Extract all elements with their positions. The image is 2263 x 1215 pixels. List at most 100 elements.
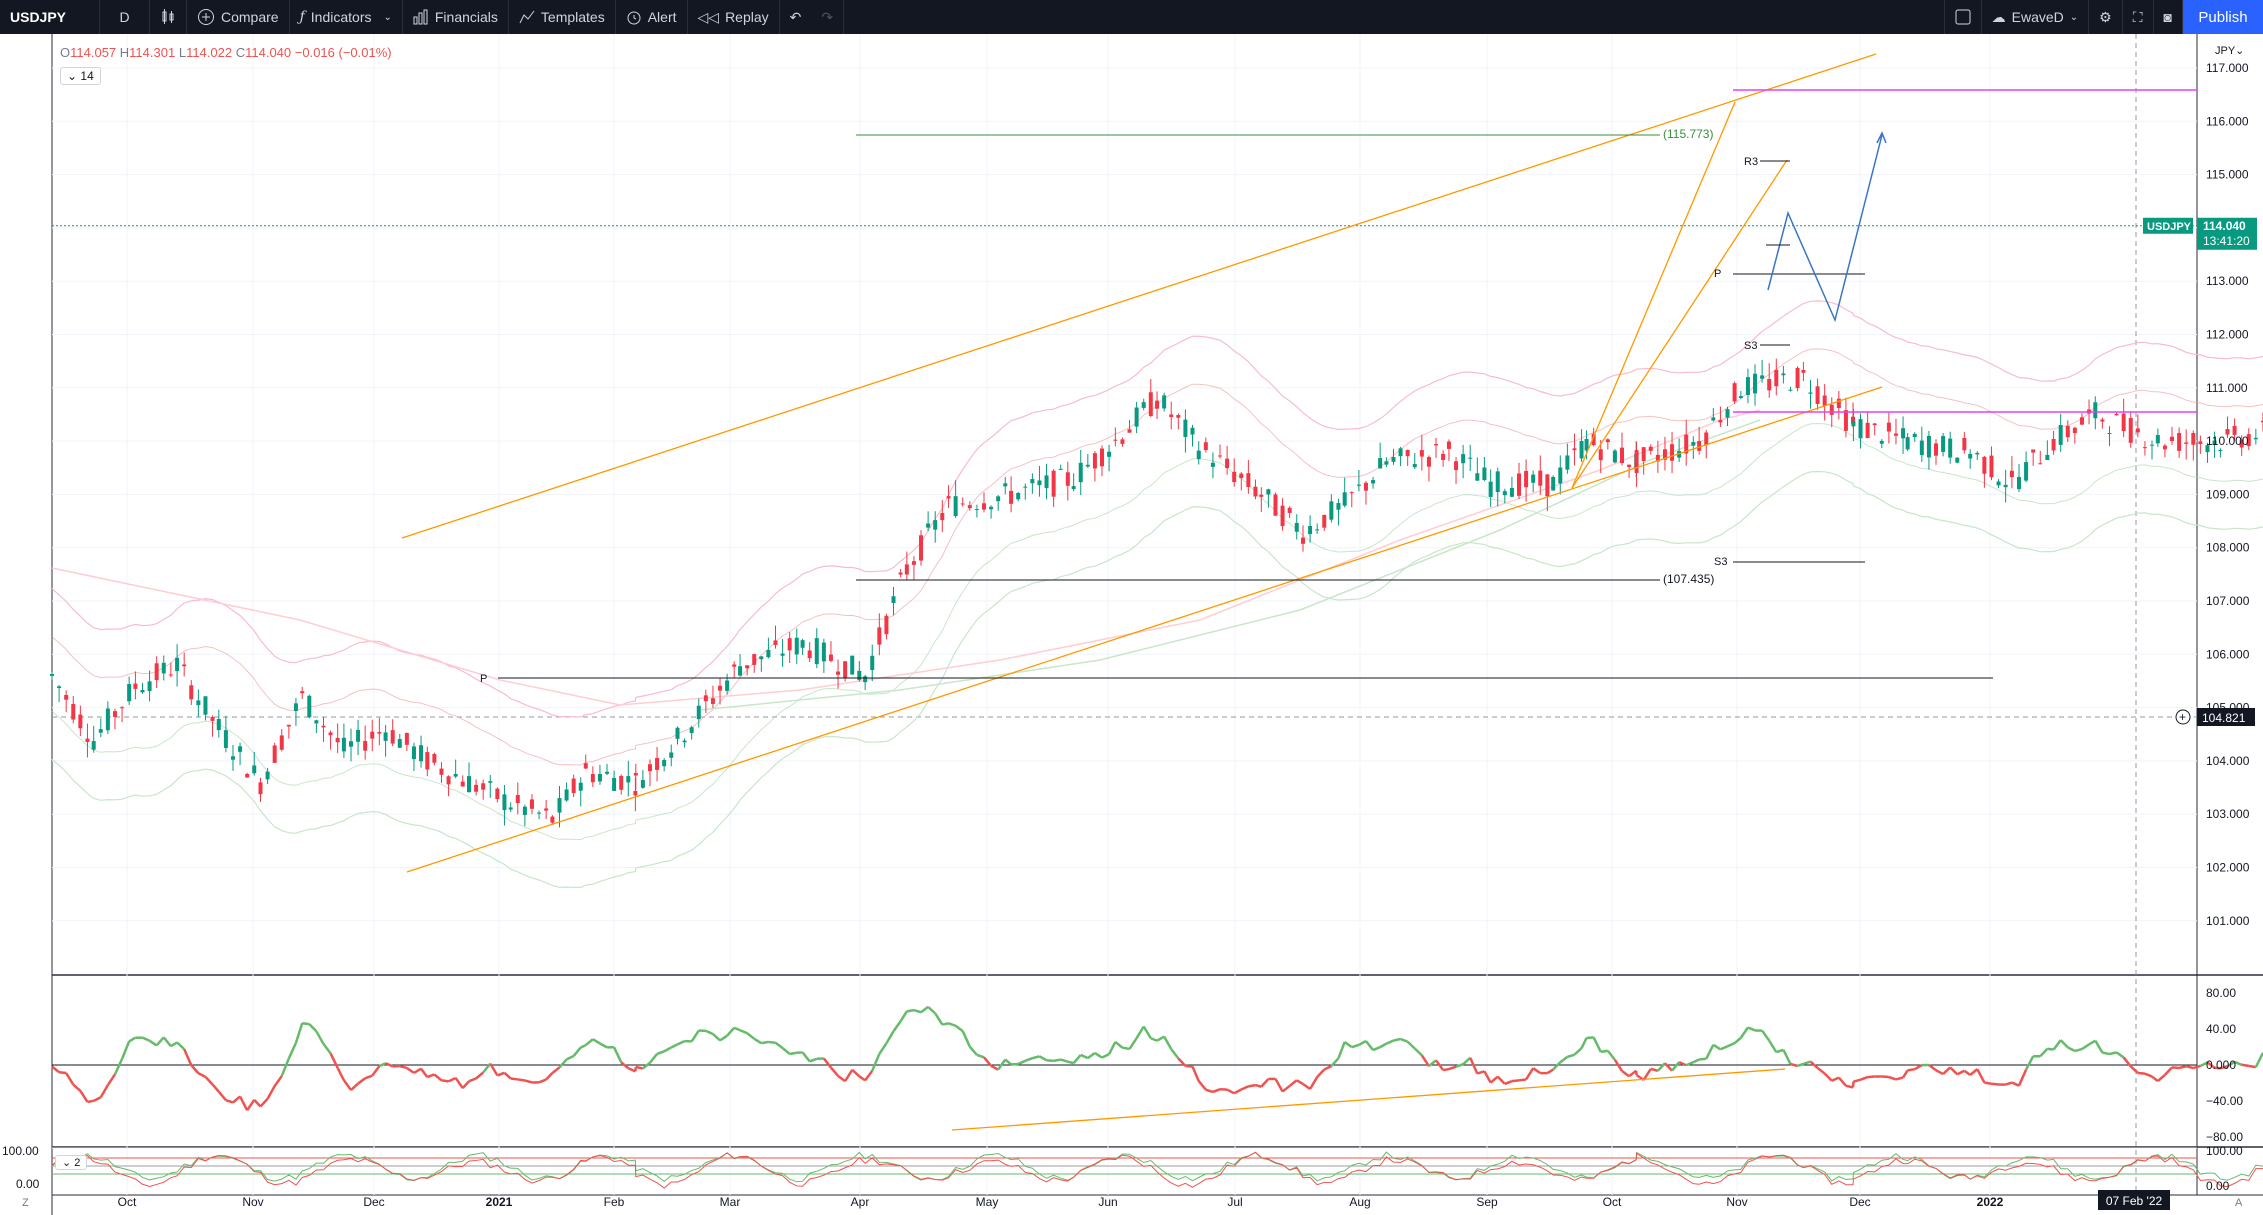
rsi-segment [1823, 1072, 1833, 1082]
indicators-button[interactable]: ƒ Indicators ⌄ [290, 0, 403, 34]
candle [1858, 419, 1863, 439]
candle [1781, 373, 1786, 376]
candle [1426, 457, 1431, 467]
publish-button[interactable]: Publish [2183, 0, 2263, 34]
stoch-tick-label: 0.00 [2206, 1179, 2230, 1193]
alert-button[interactable]: Alert [616, 0, 688, 34]
rsi-segment [120, 1040, 131, 1060]
rsi-segment [280, 1057, 291, 1077]
time-axis[interactable]: Oct Nov Dec 2021 Feb Mar Apr May Jun Jul Aug Sep Oct… [22, 1190, 2243, 1210]
chart-type-button[interactable] [150, 0, 187, 34]
templates-button[interactable]: Templates [509, 0, 616, 34]
rsi-segment [385, 1062, 394, 1068]
candle [2177, 432, 2182, 451]
rsi-segment [733, 1026, 741, 1032]
candle [836, 671, 841, 675]
candle [911, 561, 916, 565]
price-tick-label: 106.000 [2206, 647, 2250, 661]
channel-lower-line[interactable] [406, 386, 1883, 873]
rsi-segment [322, 1043, 332, 1055]
candle [189, 685, 194, 700]
rsi-segment [2248, 1064, 2257, 1069]
rsi-segment [983, 1056, 993, 1067]
rsi-segment [1197, 1080, 1207, 1091]
steep-channel-lower[interactable] [1571, 159, 1788, 489]
candle [821, 642, 826, 662]
candle [1023, 486, 1028, 488]
rsi-segment [1600, 1049, 1609, 1054]
rsi-segment [1406, 1040, 1416, 1050]
candle [926, 523, 931, 528]
financials-button[interactable]: Financials [403, 0, 509, 34]
candle [1612, 450, 1617, 463]
candle [981, 503, 986, 510]
steep-channel-upper[interactable] [1571, 101, 1736, 489]
candle [1356, 484, 1361, 486]
rsi-segment [997, 1058, 1007, 1071]
price-tick-label: 102.000 [2206, 861, 2250, 875]
rsi-segment [1351, 1043, 1360, 1049]
rsi-segment [503, 1071, 512, 1080]
price-tick-label: 107.000 [2206, 594, 2250, 608]
rsi-segment [1087, 1052, 1096, 1060]
candle [1037, 480, 1042, 486]
rsi-segment [899, 1010, 908, 1022]
snapshot-button[interactable]: ◙ [2154, 0, 2183, 34]
rsi-segment [2047, 1047, 2054, 1051]
undo-button[interactable]: ↶ [780, 0, 812, 34]
candle [2114, 413, 2119, 416]
candle [2150, 444, 2155, 446]
auto-scale-icon[interactable]: A [2235, 1197, 2243, 1209]
candle [2155, 435, 2160, 444]
rsi-segment [1902, 1069, 1909, 1079]
rsi-segment [2137, 1071, 2146, 1075]
candle [1941, 436, 1946, 452]
rsi-segment [1739, 1026, 1749, 1039]
candle [904, 564, 909, 575]
candle [619, 775, 624, 790]
settings-button[interactable]: ⚙ [2089, 0, 2123, 34]
drawings-layer[interactable]: (115.773) (107.435) P R3 S3 P S3 [401, 53, 2197, 873]
rsi-segment [1135, 1025, 1145, 1039]
candle [230, 756, 235, 760]
bar-chart-icon [413, 9, 428, 25]
fullscreen-button[interactable]: ⛶ [2123, 0, 2154, 34]
timezone-icon[interactable]: Z [22, 1197, 29, 1209]
candle [1865, 422, 1870, 439]
candle [689, 727, 694, 733]
candle [1162, 395, 1167, 409]
indicator-length-dropdown[interactable]: ⌄ 14 [60, 67, 101, 85]
templates-icon [519, 10, 535, 24]
currency-label[interactable]: JPY⌄ [2215, 45, 2244, 57]
gear-icon: ⚙ [2099, 8, 2112, 25]
rsi-segment [2129, 1065, 2139, 1074]
interval-button[interactable]: D [100, 0, 150, 34]
candle [1655, 454, 1660, 462]
rsi-segment [1067, 1060, 1074, 1065]
chart-canvas[interactable]: (115.773) (107.435) P R3 S3 P S3 117.000 116.00… [0, 34, 2263, 1215]
redo-button[interactable]: ↷ [811, 0, 845, 34]
pane-legend-toggle[interactable]: ⌄ 2 [55, 1155, 88, 1170]
candle [1517, 473, 1522, 496]
time-tick-label: Apr [851, 1195, 870, 1209]
countdown-value: 13:41:20 [2203, 234, 2250, 248]
low-label: L [178, 45, 187, 60]
projection-path[interactable] [1767, 134, 1883, 323]
candle [578, 782, 583, 791]
rsi-segment [99, 1084, 109, 1098]
candle [564, 789, 569, 801]
rsi-segment [837, 1074, 846, 1083]
replay-button[interactable]: ◁◁ Replay [688, 0, 780, 34]
symbol-search-button[interactable]: USDJPY [0, 0, 100, 34]
rsi-segment [1191, 1066, 1200, 1082]
compare-button[interactable]: Compare [187, 0, 290, 34]
price-axis[interactable]: 117.000116.000115.000114.000113.000112.0… [2, 45, 2257, 1193]
channel-upper-line[interactable] [401, 53, 1877, 539]
add-alert-icon[interactable] [2175, 709, 2191, 725]
rsi-segment [1532, 1067, 1541, 1075]
rsi-segment [106, 1073, 117, 1086]
candle [1648, 446, 1653, 451]
cloud-save-button[interactable]: ☁ EwaveD ⌄ [1982, 0, 2090, 34]
rsi-segment [1060, 1058, 1069, 1063]
layout-select-button[interactable] [1943, 0, 1982, 34]
